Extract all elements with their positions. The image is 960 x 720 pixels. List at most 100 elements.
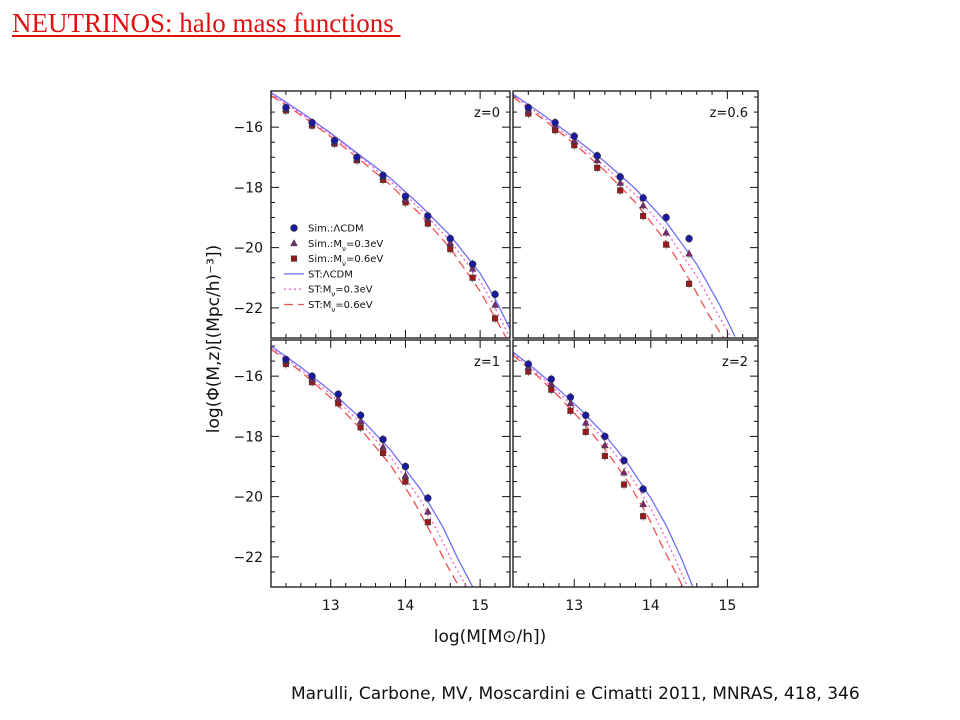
data-point [686, 280, 693, 287]
data-point [282, 103, 290, 112]
data-point [356, 411, 365, 420]
x-tick-label: 15 [471, 598, 489, 614]
data-point [356, 417, 365, 425]
st-curves [271, 345, 474, 587]
data-point [582, 428, 589, 435]
legend-label: Sim.:Mν=0.6eV [308, 254, 383, 268]
series-line-st-mnu-0-6 [513, 96, 725, 338]
data-point [685, 234, 693, 243]
data-point [468, 260, 477, 268]
st-curves [513, 351, 694, 587]
data-point [379, 442, 387, 450]
series-sim-mnu-0-6 [525, 109, 693, 289]
citation: Marulli, Carbone, MV, Moscardini e Cimat… [291, 684, 860, 704]
data-point [662, 213, 670, 222]
panel-ticks [270, 340, 511, 588]
panel-ticks [512, 91, 759, 339]
panel-z0-6: z=0.6 [512, 90, 759, 339]
y-tick-label: −20 [233, 490, 263, 506]
sim-markers [282, 103, 499, 323]
data-point [639, 500, 647, 508]
series-sim-lcdm [282, 355, 432, 503]
series-sim-mnu-0-6 [525, 367, 647, 521]
series-line-st-mnu-0-6 [271, 94, 507, 338]
panel-z1: −16 −18 −20 −22 13 14 15 z=1 [233, 339, 511, 614]
legend-label: Sim.:ΛCDM [308, 224, 364, 235]
data-point [424, 507, 432, 515]
legend-swatch [290, 239, 298, 247]
data-point [551, 118, 559, 127]
sim-markers [524, 359, 647, 521]
data-point [640, 212, 647, 220]
data-point [616, 178, 625, 186]
data-point [594, 164, 601, 171]
data-point [424, 212, 432, 220]
series-line-st-mnu-0-3 [513, 94, 732, 338]
data-point [620, 468, 628, 476]
panel-redshift-label: z=2 [722, 355, 748, 370]
sim-markers [524, 103, 693, 289]
data-point [616, 173, 624, 181]
x-tick-label: 15 [718, 598, 736, 614]
data-point [401, 471, 410, 479]
data-point [663, 241, 670, 248]
x-tick-label: 13 [565, 598, 583, 614]
data-point [401, 192, 410, 201]
data-point [524, 360, 533, 368]
panel-frame [512, 339, 759, 588]
legend: Sim.:ΛCDM Sim.:Mν=0.3eVSim.:Mν=0.6eVST:ΛC… [284, 224, 383, 314]
data-point [639, 485, 647, 493]
sim-markers [282, 355, 432, 527]
legend-swatch [290, 224, 298, 232]
y-tick-label: −18 [233, 429, 263, 445]
data-point [469, 274, 476, 281]
data-point [639, 201, 647, 209]
panel-z2: 13 14 15 z=2 [512, 339, 759, 614]
data-point [424, 519, 431, 526]
series-sim-lcdm [524, 103, 693, 244]
legend-swatch [290, 255, 298, 262]
data-point [353, 153, 361, 161]
x-tick-label: 13 [322, 598, 340, 614]
y-tick-label: −22 [233, 550, 263, 566]
series-line-st-mnu-0-6 [513, 354, 684, 587]
data-point [308, 372, 316, 380]
x-tick-label: 14 [642, 598, 660, 614]
data-point [601, 432, 609, 441]
series-line-st-mnu-0-3 [271, 346, 468, 587]
legend-label: Sim.:Mν=0.3eV [308, 239, 383, 253]
panel-frame [270, 339, 511, 588]
data-point [620, 456, 628, 465]
data-point [379, 171, 387, 180]
st-curves [513, 93, 736, 338]
data-point [424, 494, 432, 502]
data-point [570, 132, 578, 140]
panel-ticks [512, 340, 759, 588]
series-line-st-lcdm [513, 93, 736, 337]
y-tick-label: −16 [233, 120, 263, 136]
data-point [334, 390, 342, 398]
series-sim-lcdm [524, 359, 647, 494]
y-tick-label: −18 [233, 180, 263, 196]
data-point [662, 228, 670, 236]
series-sim-mnu-0-6 [282, 359, 431, 527]
panel-frame [512, 90, 759, 339]
y-tick-label: −16 [233, 369, 263, 385]
data-point [566, 399, 575, 407]
series-sim-mnu-0-3 [282, 356, 432, 517]
legend-label: ST:Mν=0.6eV [308, 300, 373, 314]
data-point [620, 481, 628, 488]
panel-frame [270, 90, 511, 339]
data-point [639, 194, 647, 202]
legend-item: Sim.:Mν=0.6eV [290, 254, 383, 268]
data-point [601, 452, 608, 460]
data-point [601, 441, 609, 449]
x-axis-label: log(M[M⊙/h]) [434, 627, 547, 647]
data-point [492, 315, 499, 322]
data-point [330, 137, 339, 145]
series-line-st-lcdm [271, 91, 510, 330]
legend-item: Sim.:ΛCDM [290, 224, 364, 235]
data-point [617, 187, 624, 194]
data-point [582, 411, 590, 420]
